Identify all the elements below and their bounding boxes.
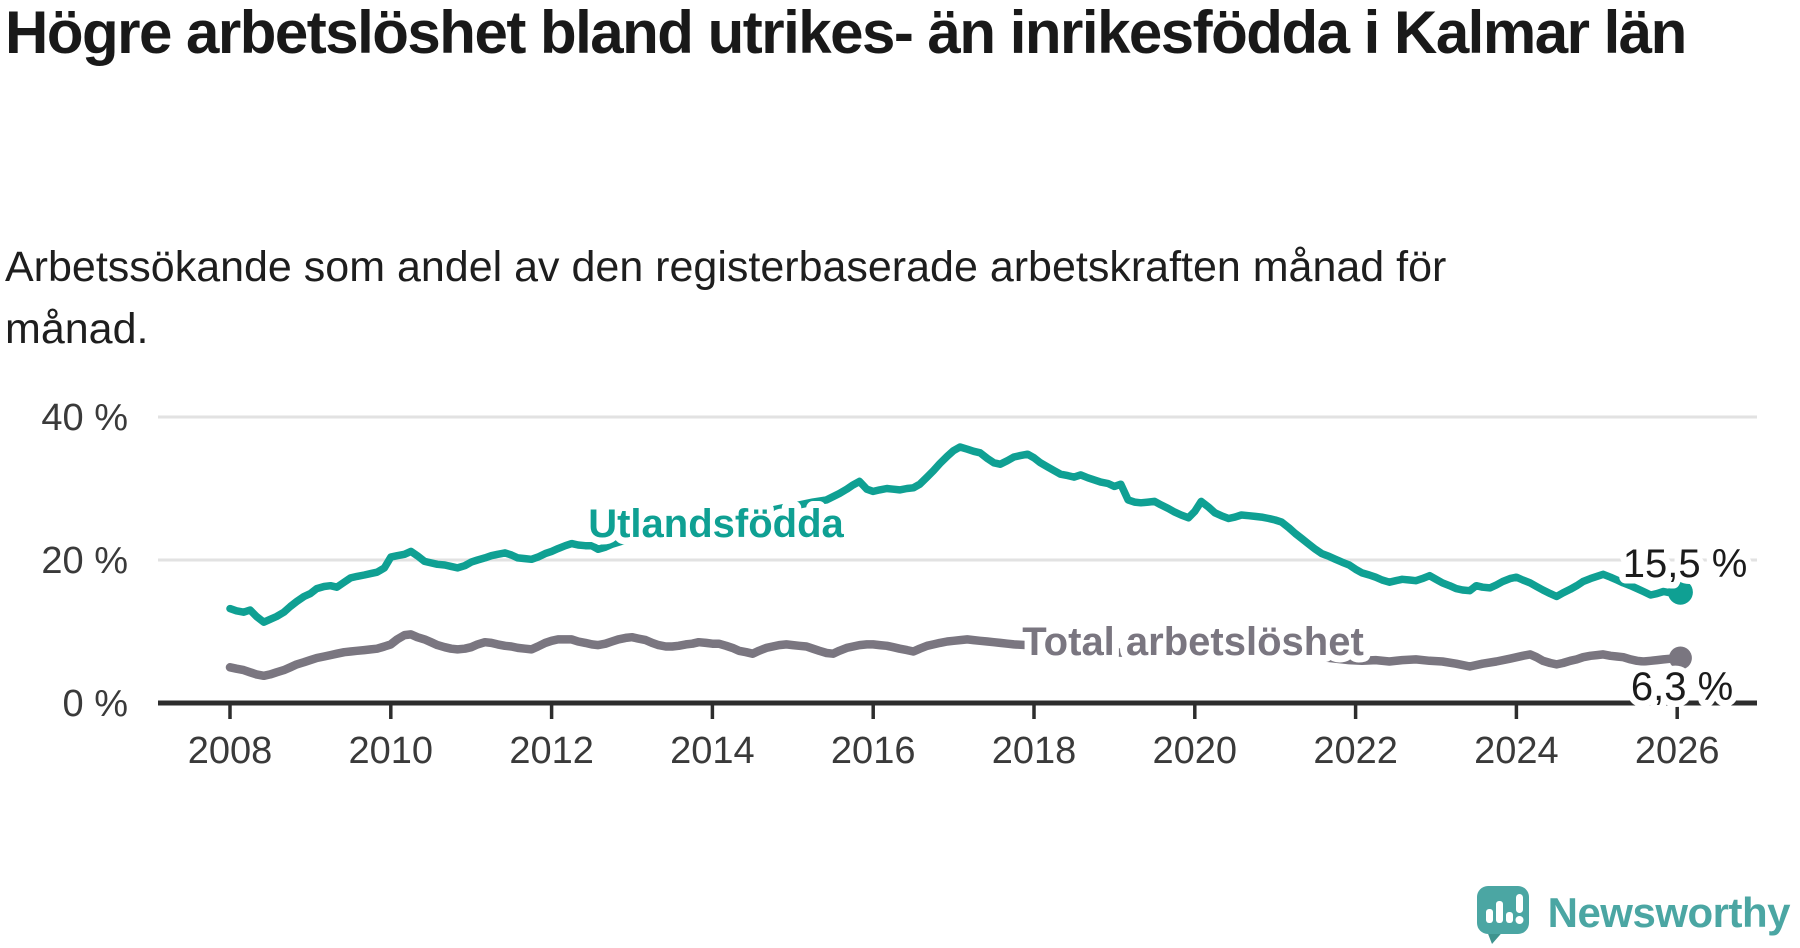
x-axis-label: 2018: [992, 730, 1077, 772]
series-line-1: [225, 630, 1685, 681]
x-axis-label: 2022: [1313, 730, 1398, 772]
y-axis-label: 0 %: [63, 683, 128, 725]
y-axis-label: 20 %: [41, 540, 128, 582]
series-line-0: [226, 443, 1685, 626]
x-axis-label: 2014: [670, 730, 755, 772]
series-value-label-1: 6,3 %: [1631, 665, 1733, 709]
x-axis-label: 2026: [1635, 730, 1720, 772]
x-axis-label: 2020: [1153, 730, 1238, 772]
x-axis-label: 2012: [509, 730, 594, 772]
newsworthy-wordmark: Newsworthy: [1547, 889, 1791, 936]
series-label-1: Total arbetslöshet: [1022, 620, 1364, 664]
series-value-label-0: 15,5 %: [1623, 542, 1748, 586]
chart-subtitle: Arbetssökande som andel av den registerb…: [5, 243, 1447, 353]
series-end-dot-0: [1667, 579, 1693, 605]
series-end-dot-1: [1668, 646, 1692, 670]
x-axis-label: 2016: [831, 730, 916, 772]
speech-bubble-bar-chart-icon: [1476, 886, 1529, 944]
y-axis-label: 40 %: [41, 397, 128, 439]
series-label-0: Utlandsfödda: [588, 502, 844, 546]
chart-title: Högre arbetslöshet bland utrikes- än inr…: [5, 0, 1687, 66]
x-axis-label: 2008: [188, 730, 273, 772]
x-axis-label: 2010: [349, 730, 434, 772]
x-axis-label: 2024: [1474, 730, 1559, 772]
newsworthy-logo: Newsworthy: [1472, 878, 1791, 948]
